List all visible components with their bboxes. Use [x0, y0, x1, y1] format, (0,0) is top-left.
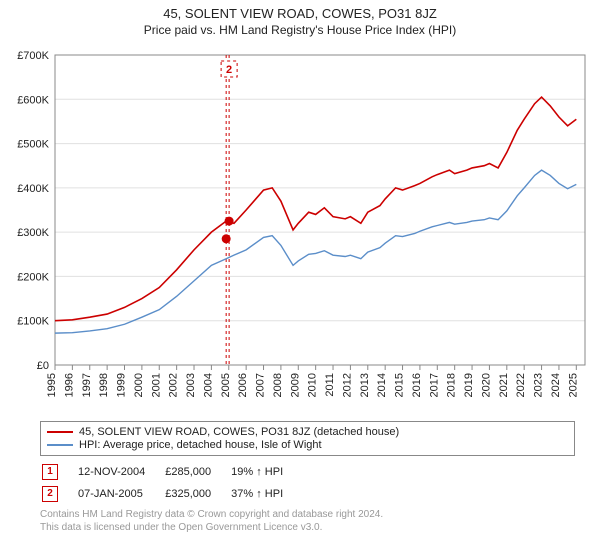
- attribution-text: Contains HM Land Registry data © Crown c…: [40, 508, 575, 534]
- svg-text:£200K: £200K: [17, 271, 49, 283]
- svg-text:£500K: £500K: [17, 139, 49, 151]
- svg-text:2022: 2022: [515, 373, 527, 397]
- svg-text:1998: 1998: [98, 373, 110, 397]
- legend-item: 45, SOLENT VIEW ROAD, COWES, PO31 8JZ (d…: [47, 426, 568, 438]
- svg-text:2006: 2006: [237, 373, 249, 397]
- svg-text:2010: 2010: [307, 373, 319, 397]
- svg-text:2025: 2025: [567, 373, 579, 397]
- sale-date: 12-NOV-2004: [78, 462, 163, 482]
- svg-text:1999: 1999: [116, 373, 128, 397]
- svg-text:2017: 2017: [428, 373, 440, 397]
- table-row: 2 07-JAN-2005 £325,000 37% ↑ HPI: [42, 484, 301, 504]
- svg-text:£700K: £700K: [17, 50, 49, 62]
- svg-text:2012: 2012: [341, 373, 353, 397]
- svg-text:2003: 2003: [185, 373, 197, 397]
- sale-price: £285,000: [165, 462, 229, 482]
- svg-text:2020: 2020: [480, 373, 492, 397]
- svg-text:2001: 2001: [150, 373, 162, 397]
- svg-text:2023: 2023: [533, 373, 545, 397]
- svg-text:£100K: £100K: [17, 316, 49, 328]
- page-subtitle: Price paid vs. HM Land Registry's House …: [0, 23, 600, 37]
- price-chart: £0 £100K £200K £300K £400K £500K £600K £700K 199…: [0, 45, 600, 415]
- legend-label: HPI: Average price, detached house, Isle…: [79, 439, 322, 451]
- svg-text:£300K: £300K: [17, 227, 49, 239]
- svg-text:2007: 2007: [255, 373, 267, 397]
- svg-text:2016: 2016: [411, 373, 423, 397]
- page-title: 45, SOLENT VIEW ROAD, COWES, PO31 8JZ: [0, 0, 600, 21]
- svg-text:2019: 2019: [463, 373, 475, 397]
- svg-text:2002: 2002: [168, 373, 180, 397]
- svg-text:2014: 2014: [376, 373, 388, 397]
- svg-text:2004: 2004: [202, 373, 214, 397]
- svg-text:2011: 2011: [324, 373, 336, 397]
- svg-text:1995: 1995: [46, 373, 58, 397]
- svg-text:2013: 2013: [359, 373, 371, 397]
- sales-table: 1 12-NOV-2004 £285,000 19% ↑ HPI 2 07-JA…: [40, 460, 303, 506]
- table-row: 1 12-NOV-2004 £285,000 19% ↑ HPI: [42, 462, 301, 482]
- svg-text:2000: 2000: [133, 373, 145, 397]
- sale-marker-icon: 2: [42, 486, 58, 502]
- legend-swatch: [47, 444, 73, 446]
- svg-text:2: 2: [226, 64, 232, 76]
- legend-swatch: [47, 431, 73, 433]
- svg-text:2008: 2008: [272, 373, 284, 397]
- sale-date: 07-JAN-2005: [78, 484, 163, 504]
- svg-text:2005: 2005: [220, 373, 232, 397]
- svg-text:£600K: £600K: [17, 94, 49, 106]
- sale-marker-icon: 1: [42, 464, 58, 480]
- legend-item: HPI: Average price, detached house, Isle…: [47, 439, 568, 451]
- svg-text:1997: 1997: [81, 373, 93, 397]
- svg-text:£0: £0: [37, 360, 49, 372]
- sale-hpi: 19% ↑ HPI: [231, 462, 301, 482]
- svg-text:2009: 2009: [289, 373, 301, 397]
- svg-text:2015: 2015: [394, 373, 406, 397]
- sale-price: £325,000: [165, 484, 229, 504]
- svg-text:1996: 1996: [63, 373, 75, 397]
- svg-text:2018: 2018: [446, 373, 458, 397]
- legend: 45, SOLENT VIEW ROAD, COWES, PO31 8JZ (d…: [40, 421, 575, 456]
- svg-text:2024: 2024: [550, 373, 562, 397]
- svg-text:£400K: £400K: [17, 183, 49, 195]
- svg-text:2021: 2021: [498, 373, 510, 397]
- legend-label: 45, SOLENT VIEW ROAD, COWES, PO31 8JZ (d…: [79, 426, 399, 438]
- sale-hpi: 37% ↑ HPI: [231, 484, 301, 504]
